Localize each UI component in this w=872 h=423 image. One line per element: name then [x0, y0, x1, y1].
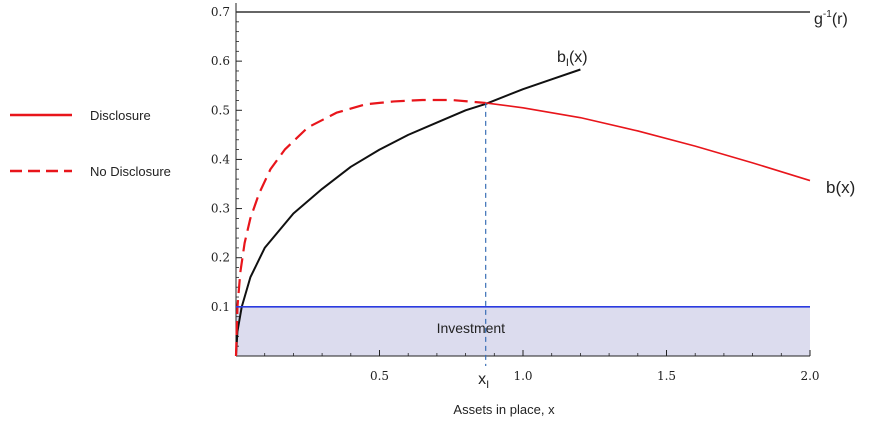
y-tick-label: 0.6: [211, 54, 230, 68]
x-tick-label: 0.5: [370, 369, 389, 383]
y-tick-label: 0.7: [211, 5, 230, 19]
xi-marker-label: xI: [478, 371, 489, 391]
x-tick-group: 0.5 1.0 1.5 2.0: [264, 350, 820, 383]
x-tick-label: 1.5: [657, 369, 676, 383]
series-line-2: [485, 102, 811, 182]
y-tick-label: 0.1: [211, 300, 230, 314]
x-tick-label: 1.0: [513, 369, 532, 383]
series-label-bi: bI(x): [557, 49, 588, 69]
series-label-g: g-1(r): [814, 9, 848, 28]
legend: Disclosure No Disclosure: [10, 108, 171, 179]
investment-region: [236, 306, 810, 356]
legend-label-disclosure: Disclosure: [90, 108, 151, 123]
series-line-3: [234, 98, 486, 357]
y-tick-label: 0.2: [211, 251, 230, 265]
y-tick-label: 0.3: [211, 202, 230, 216]
series-line-1: [235, 68, 581, 357]
legend-label-no-disclosure: No Disclosure: [90, 164, 171, 179]
y-tick-group: 0.1 0.2 0.3 0.4 0.5 0.6 0.7: [211, 5, 242, 347]
series-layer: [234, 11, 811, 357]
y-tick-label: 0.4: [211, 152, 230, 166]
x-tick-label: 2.0: [800, 369, 819, 383]
x-axis-title: Assets in place, x: [453, 402, 555, 417]
series-label-b: b(x): [826, 178, 855, 197]
y-tick-label: 0.5: [211, 103, 230, 117]
investment-region-label: Investment: [437, 320, 506, 336]
